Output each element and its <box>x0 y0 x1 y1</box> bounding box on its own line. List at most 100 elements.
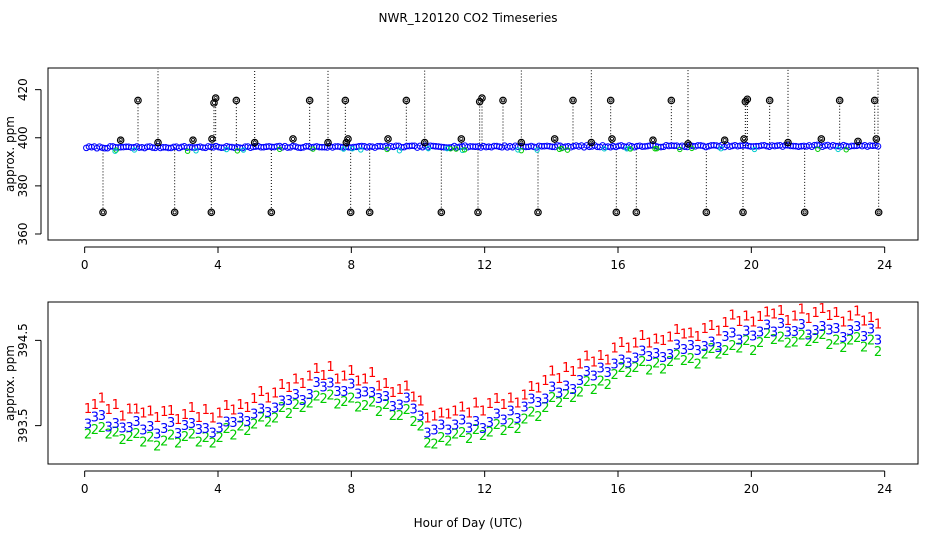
top-outlier-point-inner <box>742 136 747 141</box>
top-baseline-speck <box>193 148 199 154</box>
top-outlier-point <box>232 96 241 105</box>
bottom-series-3-point: 3 <box>299 394 307 409</box>
top-outlier-point-inner <box>837 98 842 103</box>
top-plot-axes: 0 4 8 12 16 20 24 360 380 400 420 <box>16 78 892 272</box>
top-outlier-point-inner <box>500 98 505 103</box>
top-outlier-point-inner <box>651 138 656 143</box>
bottom-series-3-point: 3 <box>313 376 321 391</box>
bottom-series-2-point: 2 <box>84 428 92 443</box>
bottom-series-2-point: 2 <box>666 355 674 370</box>
top-outlier-point <box>346 208 355 217</box>
top-baseline-speck <box>310 146 316 152</box>
bottom-series-3-point: 3 <box>146 420 154 435</box>
top-baseline-speck <box>518 147 525 154</box>
bottom-series-2-point: 2 <box>555 396 563 411</box>
bottom-series-3-point: 3 <box>576 374 584 389</box>
top-baseline-speck <box>396 148 403 154</box>
bottom-series-2-point: 2 <box>416 420 424 435</box>
bottom-series-3-point: 3 <box>548 380 556 395</box>
bottom-series-3-point: 3 <box>340 385 348 400</box>
bottom-ylabel: approx. ppm <box>3 345 17 421</box>
bottom-series-1-point: 1 <box>735 315 743 330</box>
top-outlier-point <box>874 208 883 217</box>
bottom-series-2-point: 2 <box>306 396 314 411</box>
bottom-series-3-point: 3 <box>756 326 764 341</box>
top-outlier-point <box>324 138 332 147</box>
bottom-series-2-point: 2 <box>728 339 736 354</box>
top-outlier-point-inner <box>213 96 218 101</box>
bottom-series-1-point: 1 <box>285 381 293 396</box>
top-baseline-speck <box>112 148 118 154</box>
top-outlier-point <box>612 208 621 217</box>
bottom-series-2-point: 2 <box>617 361 625 376</box>
bottom-series-2-point: 2 <box>714 347 722 362</box>
bottom-series-3-point: 3 <box>742 324 750 339</box>
top-outlier-point-inner <box>348 210 353 215</box>
top-x-tick-label: 8 <box>348 258 356 272</box>
bottom-series-3-point: 3 <box>105 420 113 435</box>
bottom-series-2-point: 2 <box>583 375 591 390</box>
bottom-series-3-point: 3 <box>98 409 106 424</box>
bottom-series-3-point: 3 <box>777 317 785 332</box>
top-outlier-point-inner <box>767 98 772 103</box>
bottom-series-3-point: 3 <box>874 334 882 349</box>
bottom-series-2-point: 2 <box>770 333 778 348</box>
bottom-series-1-point: 1 <box>652 332 660 347</box>
top-baseline-speck <box>627 146 634 152</box>
bottom-series-3-point: 3 <box>659 351 667 366</box>
bottom-series-1-point: 1 <box>818 302 826 317</box>
top-outlier-point-inner <box>589 140 594 145</box>
bottom-series-3-point: 3 <box>486 416 494 431</box>
top-plot-marks <box>83 69 883 217</box>
top-outlier-point-inner <box>404 98 409 103</box>
bottom-series-3-point: 3 <box>458 413 466 428</box>
bottom-series-2-point: 2 <box>520 413 528 428</box>
bottom-series-2-point: 2 <box>278 401 286 416</box>
top-outlier-point <box>684 139 692 148</box>
bottom-series-1-point: 1 <box>98 392 106 407</box>
top-x-tick-label: 0 <box>81 258 89 272</box>
bottom-x-tick-label: 12 <box>477 482 492 496</box>
bottom-series-1-point: 1 <box>527 380 535 395</box>
bottom-series-2-point: 2 <box>534 410 542 425</box>
bottom-series-3-point: 3 <box>396 399 404 414</box>
bottom-series-1-point: 1 <box>119 410 127 425</box>
bottom-series-2-point: 2 <box>493 418 501 433</box>
bottom-series-1-point: 1 <box>590 356 598 371</box>
bottom-series-3-point: 3 <box>361 386 369 401</box>
bottom-series-1-point: 1 <box>278 378 286 393</box>
bottom-series-1-point: 1 <box>292 373 300 388</box>
bottom-series-2-point: 2 <box>694 358 702 373</box>
bottom-series-3-point: 3 <box>784 325 792 340</box>
bottom-series-2-point: 2 <box>853 331 861 346</box>
bottom-series-1-point: 1 <box>299 377 307 392</box>
bottom-series-2-point: 2 <box>105 427 113 442</box>
bottom-series-2-point: 2 <box>798 328 806 343</box>
top-outlier-point <box>667 96 676 105</box>
bottom-series-2-point: 2 <box>354 400 362 415</box>
bottom-series-1-point: 1 <box>514 396 522 411</box>
bottom-series-1-point: 1 <box>714 324 722 339</box>
top-outlier-point <box>457 135 466 143</box>
top-baseline-point <box>874 142 882 150</box>
bottom-series-3-point: 3 <box>534 396 542 411</box>
top-baseline-speck <box>223 146 230 153</box>
bottom-series-1-point: 1 <box>583 349 591 364</box>
top-outlier-point-inner <box>610 136 615 141</box>
bottom-x-tick-label: 20 <box>744 482 759 496</box>
top-baseline-speck <box>340 146 347 152</box>
bottom-series-2-point: 2 <box>410 415 418 430</box>
bottom-series-2-point: 2 <box>839 341 847 356</box>
top-outlier-point <box>384 135 392 143</box>
bottom-series-1-point: 1 <box>319 369 327 384</box>
bottom-series-3-point: 3 <box>479 422 487 437</box>
top-baseline-speck <box>718 145 724 152</box>
bottom-series-3-point: 3 <box>562 380 570 395</box>
bottom-series-2-point: 2 <box>486 425 494 440</box>
bottom-series-2-point: 2 <box>562 388 570 403</box>
bottom-series-3-point: 3 <box>216 421 224 436</box>
bottom-series-3-point: 3 <box>652 347 660 362</box>
top-outlier-point <box>208 135 216 143</box>
bottom-x-tick-label: 24 <box>877 482 892 496</box>
